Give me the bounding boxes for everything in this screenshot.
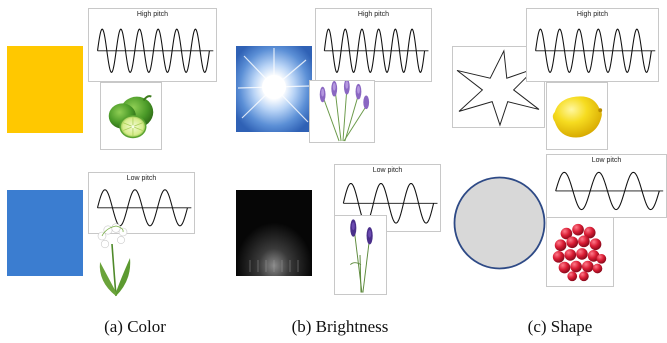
raspberry-image bbox=[546, 217, 614, 287]
bright-light-icon bbox=[236, 46, 312, 132]
yellow-square-icon bbox=[7, 46, 83, 133]
low-pitch-wave-box: Low pitch bbox=[88, 172, 195, 234]
sine-wave bbox=[535, 28, 652, 73]
circle-icon bbox=[453, 176, 546, 270]
low-pitch-label: Low pitch bbox=[372, 167, 403, 174]
lemon-image bbox=[546, 82, 608, 150]
raspberry-icon bbox=[552, 223, 607, 282]
low-pitch-wave-box: Low pitch bbox=[546, 154, 667, 218]
high-pitch-wave-box: High pitch bbox=[315, 8, 432, 82]
sine-wave bbox=[96, 189, 188, 227]
high-pitch-waveform bbox=[535, 28, 656, 73]
dark-room-icon bbox=[236, 190, 312, 276]
lemon-icon bbox=[552, 96, 603, 138]
caption-brightness: (b) Brightness bbox=[291, 317, 389, 336]
lavender-bright-icon bbox=[319, 81, 370, 142]
caption-shape: (c) Shape bbox=[527, 317, 593, 336]
low-pitch-label: Low pitch bbox=[126, 175, 157, 182]
blue-square-icon bbox=[7, 190, 83, 276]
lavender-bright-image bbox=[309, 80, 375, 143]
lime-icon bbox=[108, 95, 154, 139]
sine-wave bbox=[342, 182, 435, 224]
lily-of-the-valley-image bbox=[92, 222, 138, 298]
sine-wave bbox=[323, 28, 426, 73]
bright-light-image bbox=[236, 46, 312, 132]
low-pitch-waveform bbox=[96, 189, 192, 227]
sine-wave bbox=[555, 171, 660, 211]
high-pitch-wave-box: High pitch bbox=[88, 8, 217, 82]
high-pitch-label: High pitch bbox=[136, 11, 169, 18]
caption-color: (a) Color bbox=[104, 317, 166, 336]
low-pitch-waveform bbox=[342, 182, 438, 224]
high-pitch-waveform bbox=[96, 28, 214, 73]
lime-image bbox=[100, 82, 162, 150]
low-pitch-label: Low pitch bbox=[591, 157, 622, 164]
high-pitch-waveform bbox=[323, 28, 429, 73]
lavender-dark-icon bbox=[350, 219, 373, 293]
high-pitch-label: High pitch bbox=[357, 11, 390, 18]
lavender-dark-image bbox=[334, 215, 387, 295]
low-pitch-waveform bbox=[555, 171, 664, 211]
dark-room-image bbox=[236, 190, 312, 276]
high-pitch-wave-box: High pitch bbox=[526, 8, 659, 82]
high-pitch-label: High pitch bbox=[576, 11, 609, 18]
sine-wave bbox=[96, 28, 210, 73]
circle-image bbox=[453, 176, 546, 270]
lily-of-the-valley-icon bbox=[97, 223, 131, 297]
